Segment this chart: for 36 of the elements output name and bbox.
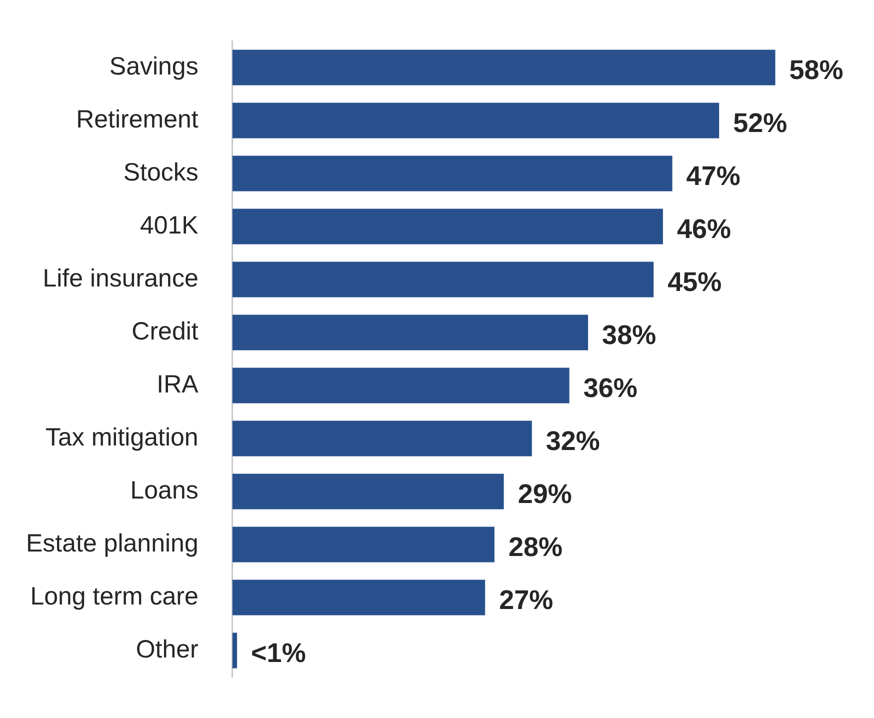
data-label: 45% xyxy=(668,266,722,297)
bar xyxy=(232,474,504,510)
y-tick-label: Estate planning xyxy=(26,529,198,558)
data-label: 47% xyxy=(686,160,740,191)
bar xyxy=(232,50,776,86)
bar xyxy=(232,632,238,668)
bar xyxy=(232,208,663,244)
y-tick-label: Loans xyxy=(130,476,198,504)
data-label: <1% xyxy=(251,638,306,668)
data-label: 29% xyxy=(518,478,572,509)
data-label: 32% xyxy=(546,426,600,456)
data-label: 28% xyxy=(508,532,562,562)
y-tick-label: Retirement xyxy=(76,105,198,134)
bar xyxy=(232,102,720,138)
data-label: 36% xyxy=(583,372,638,403)
data-label: 27% xyxy=(499,584,554,615)
data-label: 38% xyxy=(602,320,656,350)
bar xyxy=(232,420,532,456)
bar xyxy=(232,314,588,350)
y-tick-label: Long term care xyxy=(30,582,198,610)
data-label: 52% xyxy=(733,108,788,138)
bar xyxy=(232,262,654,298)
data-label: 58% xyxy=(789,54,844,85)
bar xyxy=(232,526,494,562)
bar xyxy=(232,156,672,192)
y-tick-label: 401K xyxy=(140,211,199,240)
y-tick-label: Credit xyxy=(132,317,198,346)
bar xyxy=(232,368,570,404)
y-tick-label: Life insurance xyxy=(42,264,198,292)
y-tick-label: Other xyxy=(136,635,198,664)
y-tick-label: Stocks xyxy=(123,158,198,186)
data-label: 46% xyxy=(676,214,731,244)
bar xyxy=(232,580,486,616)
y-tick-label: Tax mitigation xyxy=(45,423,198,452)
y-tick-label: IRA xyxy=(156,370,199,398)
y-tick-label: Savings xyxy=(109,52,198,80)
